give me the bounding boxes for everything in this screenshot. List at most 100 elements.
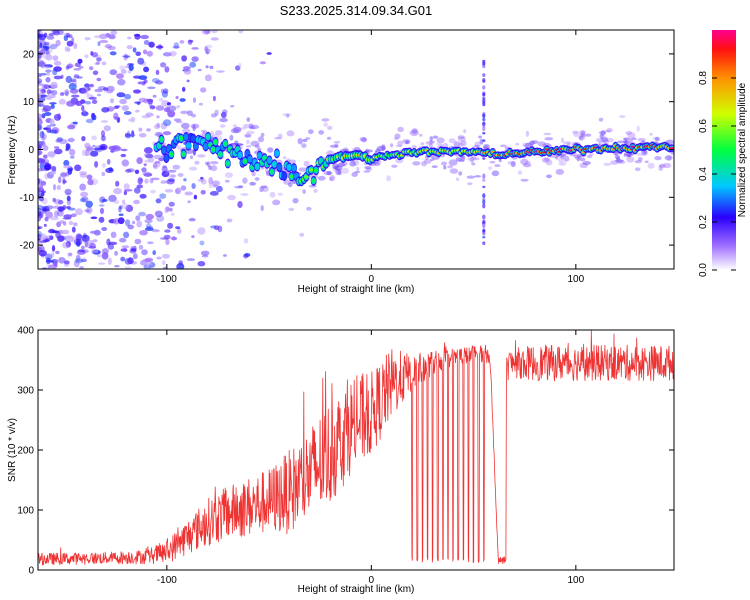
halo-dot	[209, 161, 219, 165]
speckle-dot	[133, 199, 141, 205]
striation-dot	[482, 193, 486, 199]
speckle-dot	[92, 239, 98, 243]
speckle-dot	[186, 79, 190, 83]
speckle-dot	[70, 78, 77, 83]
colorbar-tick-label: 0.8	[698, 71, 709, 85]
speckle-dot	[136, 184, 144, 189]
speckle-dot	[52, 260, 58, 267]
halo-dot	[419, 133, 423, 137]
ridge-core	[235, 147, 240, 152]
halo-dot	[341, 167, 350, 174]
speckle-dot	[93, 147, 102, 151]
speckle-dot	[151, 229, 160, 233]
speckle-dot	[143, 79, 148, 84]
halo-dot	[299, 232, 305, 237]
speckle-dot	[81, 249, 89, 254]
halo-dot	[338, 161, 348, 167]
halo-dot	[579, 157, 586, 162]
speckle-dot	[125, 219, 131, 227]
halo-dot	[318, 130, 325, 135]
speckle-dot	[38, 233, 47, 241]
speckle-dot	[127, 257, 134, 265]
speckle-dot	[44, 173, 49, 180]
halo-dot	[250, 140, 260, 147]
speckle-dot	[96, 93, 102, 97]
halo-dot	[466, 175, 476, 179]
halo-dot	[283, 156, 287, 160]
colorbar-label: Normalized spectral amplitude	[737, 82, 748, 217]
halo-dot	[615, 159, 624, 163]
halo-dot	[471, 156, 477, 161]
halo-dot	[587, 154, 593, 159]
speckle-dot	[38, 61, 46, 68]
speckle-dot	[107, 257, 112, 265]
halo-dot	[614, 151, 618, 156]
halo-dot	[522, 143, 531, 148]
halo-dot	[627, 132, 636, 139]
halo-dot	[337, 163, 346, 168]
speckle-dot	[45, 211, 53, 219]
ridge-core	[272, 162, 277, 166]
speckle-dot	[89, 150, 99, 157]
speckle-dot	[200, 87, 207, 93]
halo-dot	[566, 142, 570, 146]
speckle-dot	[187, 39, 193, 45]
halo-dot	[436, 142, 443, 146]
halo-dot	[429, 140, 436, 144]
halo-dot	[321, 118, 330, 122]
halo-dot	[361, 137, 368, 143]
halo-dot	[152, 164, 159, 170]
halo-dot	[580, 133, 587, 138]
speckle-dot	[113, 187, 122, 195]
ridge-core	[223, 142, 228, 146]
halo-dot	[636, 153, 645, 156]
halo-dot	[175, 120, 183, 124]
speckle-dot	[81, 245, 85, 250]
halo-dot	[230, 104, 235, 108]
halo-dot	[524, 143, 532, 149]
halo-dot	[219, 124, 226, 128]
halo-dot	[251, 171, 256, 177]
speckle-dot	[133, 89, 141, 94]
speckle-dot	[155, 69, 160, 75]
halo-dot	[623, 137, 628, 144]
halo-dot	[267, 147, 274, 153]
halo-dot	[623, 141, 629, 145]
halo-dot	[323, 122, 328, 127]
speckle-dot	[182, 127, 191, 135]
halo-dot	[332, 165, 339, 172]
halo-dot	[364, 166, 372, 170]
speckle-dot	[57, 235, 65, 243]
speckle-dot	[38, 157, 45, 164]
halo-dot	[208, 165, 212, 170]
speckle-dot	[254, 144, 260, 149]
striation-dot	[482, 241, 486, 245]
halo-dot	[631, 137, 637, 140]
speckle-dot	[50, 90, 58, 96]
ridge-core	[289, 175, 294, 179]
speckle-dot	[89, 242, 96, 249]
striation-dot	[482, 73, 486, 77]
halo-dot	[528, 140, 536, 146]
ridge-core	[245, 152, 250, 156]
speckle-dot	[98, 204, 105, 207]
speckle-dot	[172, 235, 176, 241]
halo-dot	[235, 126, 242, 132]
speckle-dot	[109, 69, 118, 76]
speckle-dot	[50, 81, 58, 89]
speckle-dot	[162, 131, 172, 136]
speckle-dot	[67, 207, 76, 211]
halo-dot	[654, 156, 662, 161]
speckle-dot	[138, 75, 148, 80]
halo-dot	[291, 181, 298, 184]
speckle-dot	[56, 185, 61, 191]
halo-dot	[329, 175, 336, 182]
ridge-core	[166, 147, 172, 151]
speckle-dot	[118, 206, 122, 213]
speckle-dot	[89, 230, 97, 234]
speckle-dot	[164, 66, 170, 73]
halo-dot	[448, 159, 458, 166]
speckle-dot	[75, 208, 83, 216]
speckle-dot	[123, 247, 127, 253]
